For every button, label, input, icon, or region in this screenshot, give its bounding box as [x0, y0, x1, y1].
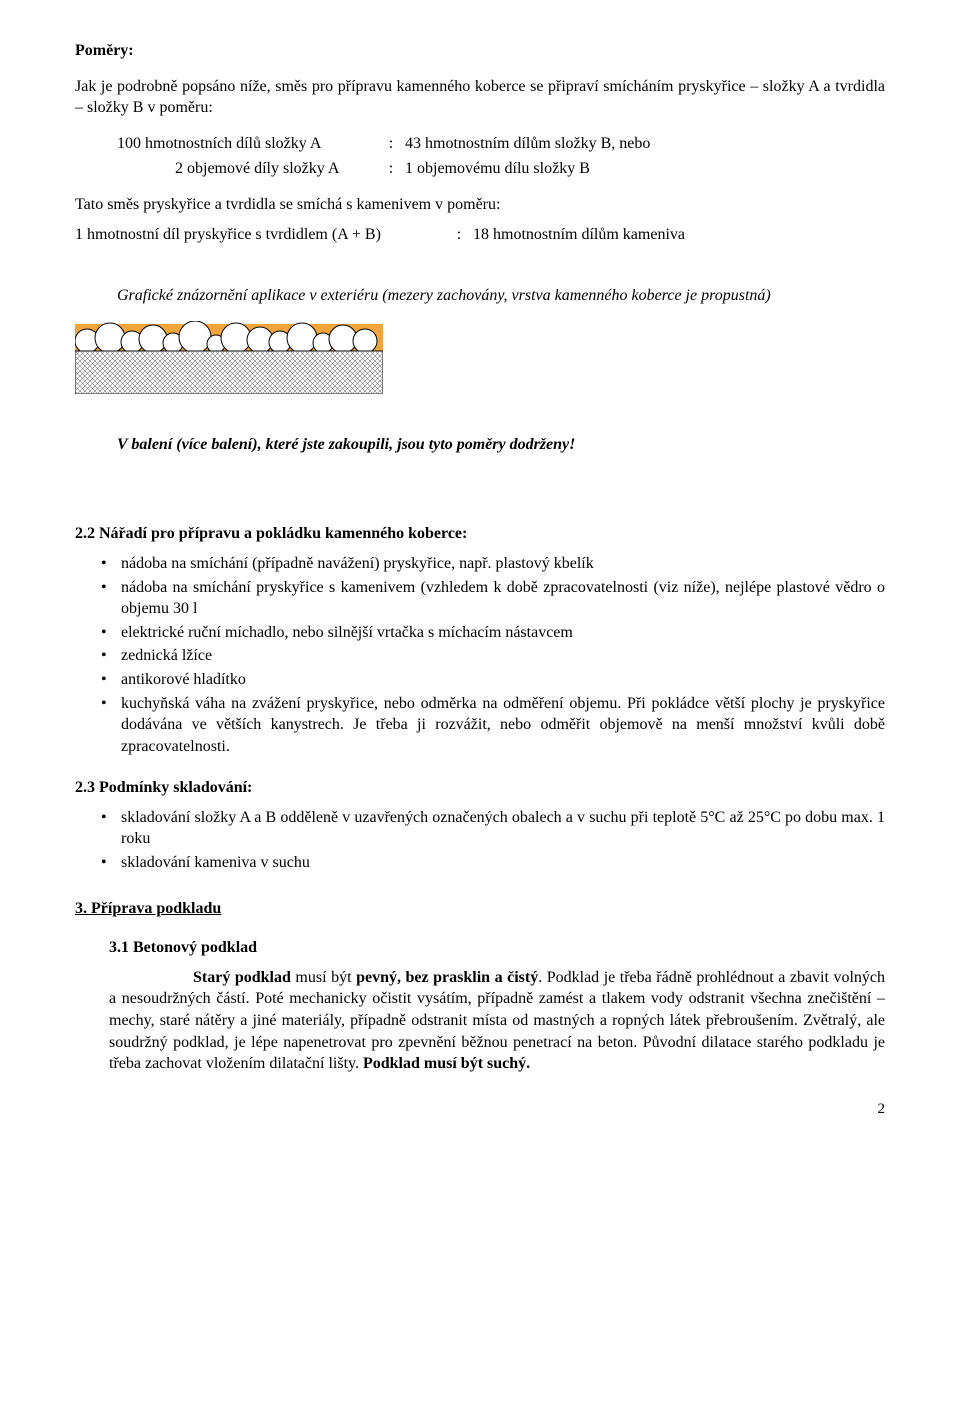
baleni-paragraph: V balení (více balení), které jste zakou…	[75, 434, 885, 456]
ratio1-rhs-num: 43	[405, 135, 421, 152]
heading-3-1: 3.1 Betonový podklad	[75, 937, 885, 959]
page-number: 2	[75, 1099, 885, 1119]
p31-bold1: Starý podklad	[193, 969, 291, 986]
heading-pomery: Poměry:	[75, 40, 885, 62]
list-item: elektrické ruční míchadlo, nebo silnější…	[101, 622, 885, 644]
diagram-svg	[75, 321, 383, 394]
colon-icon: :	[449, 224, 469, 246]
ratio-line-1: 100 hmotnostních dílů složky A : 43 hmot…	[117, 133, 885, 155]
p31-bold2: pevný, bez prasklin a čistý	[356, 969, 538, 986]
ratio1-lhs-num: 100	[117, 135, 141, 152]
list-item: nádoba na smíchání pryskyřice s kamenive…	[101, 577, 885, 620]
heading-2-2: 2.2 Nářadí pro přípravu a pokládku kamen…	[75, 523, 885, 545]
heading-2-3: 2.3 Podmínky skladování:	[75, 777, 885, 799]
ratio-line-2: 2 objemové díly složky A : 1 objemovému …	[117, 158, 885, 180]
list-2-3: skladování složky A a B odděleně v uzavř…	[75, 807, 885, 874]
ratio2-lhs-num: 2	[175, 160, 183, 177]
heading-3: 3. Příprava podkladu	[75, 898, 885, 920]
p31-tail: Podklad musí být suchý.	[363, 1055, 530, 1072]
list-item: skladování kameniva v suchu	[101, 852, 885, 874]
cross-section-diagram	[75, 321, 885, 394]
ratio-block-2: 1 hmotnostní díl pryskyřice s tvrdidlem …	[75, 224, 885, 246]
intro-paragraph: Jak je podrobně popsáno níže, směs pro p…	[75, 76, 885, 119]
mix-paragraph: Tato směs pryskyřice a tvrdidla se smích…	[75, 194, 885, 216]
list-2-2: nádoba na smíchání (případně navážení) p…	[75, 553, 885, 757]
ratio-block-1: 100 hmotnostních dílů složky A : 43 hmot…	[75, 133, 885, 180]
ratio1-lhs-txt: hmotnostních dílů složky A	[141, 135, 321, 152]
ratio3-lhs-num: 1	[75, 226, 83, 243]
list-item: skladování složky A a B odděleně v uzavř…	[101, 807, 885, 850]
ratio2-rhs-txt: objemovému dílu složky B	[413, 160, 590, 177]
graficke-paragraph: Grafické znázornění aplikace v exteriéru…	[75, 285, 885, 307]
ratio3-rhs-num: 18	[473, 226, 489, 243]
ratio-line-3: 1 hmotnostní díl pryskyřice s tvrdidlem …	[75, 224, 885, 246]
p31-mid: musí být	[291, 969, 356, 986]
list-item: kuchyňská váha na zvážení pryskyřice, ne…	[101, 693, 885, 758]
ratio3-lhs-txt: hmotnostní díl pryskyřice s tvrdidlem (A…	[83, 226, 381, 243]
list-item: nádoba na smíchání (případně navážení) p…	[101, 553, 885, 575]
list-item: zednická lžíce	[101, 645, 885, 667]
ratio3-rhs-txt: hmotnostním dílům kameniva	[489, 226, 685, 243]
list-item: antikorové hladítko	[101, 669, 885, 691]
colon-icon: :	[381, 133, 401, 155]
ratio2-lhs-txt: objemové díly složky A	[183, 160, 339, 177]
ratio1-rhs-txt: hmotnostním dílům složky B, nebo	[421, 135, 650, 152]
paragraph-3-1: Starý podklad musí být pevný, bez praskl…	[75, 967, 885, 1075]
ratio2-rhs-num: 1	[405, 160, 413, 177]
colon-icon: :	[381, 158, 401, 180]
